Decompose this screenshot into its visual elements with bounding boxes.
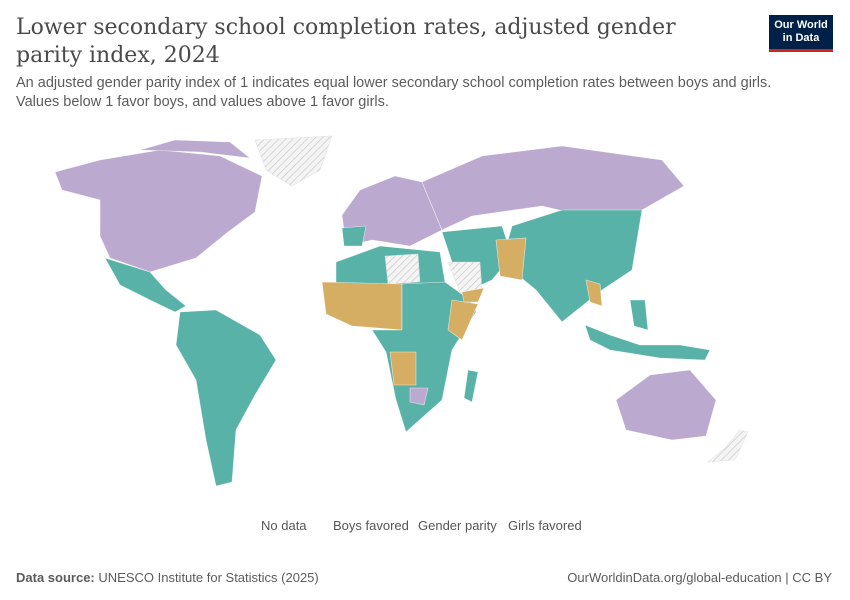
- world-map[interactable]: [0, 130, 850, 500]
- data-source-value[interactable]: UNESCO Institute for Statistics (2025): [98, 570, 319, 585]
- region-horn-africa[interactable]: [447, 299, 479, 341]
- region-west-africa[interactable]: [321, 281, 403, 331]
- region-north-america[interactable]: [54, 149, 263, 273]
- region-afghanistan-pakistan[interactable]: [495, 237, 527, 281]
- legend-girls-favored-label: Girls favored: [508, 518, 582, 533]
- data-source-label: Data source:: [16, 570, 95, 585]
- region-madagascar[interactable]: [463, 369, 479, 403]
- region-laos[interactable]: [585, 279, 603, 307]
- chart-subtitle: An adjusted gender parity index of 1 ind…: [16, 75, 772, 110]
- legend-gender-parity-label: Gender parity: [418, 518, 497, 533]
- chart-title: Lower secondary school completion rates,…: [16, 15, 676, 68]
- legend-no-data-label: No data: [261, 518, 307, 533]
- region-australia[interactable]: [615, 369, 717, 441]
- owid-logo[interactable]: Our World in Data: [769, 15, 833, 52]
- footer-url[interactable]: OurWorldinData.org/global-education | CC…: [567, 570, 832, 585]
- region-yemen[interactable]: [461, 287, 485, 303]
- region-angola[interactable]: [389, 351, 417, 386]
- region-greenland[interactable]: [254, 135, 333, 187]
- data-source: Data source: UNESCO Institute for Statis…: [16, 570, 319, 585]
- region-new-zealand-nodata[interactable]: [707, 429, 749, 463]
- region-indonesia[interactable]: [584, 324, 711, 361]
- legend-boys-favored-label: Boys favored: [333, 518, 409, 533]
- region-arctic-islands[interactable]: [139, 139, 252, 159]
- region-iberia[interactable]: [341, 225, 367, 247]
- region-south-america[interactable]: [175, 309, 277, 487]
- region-philippines[interactable]: [629, 299, 649, 331]
- region-southern-africa-parity[interactable]: [409, 387, 429, 406]
- region-central-america[interactable]: [104, 257, 187, 313]
- region-libya-nodata[interactable]: [384, 253, 421, 285]
